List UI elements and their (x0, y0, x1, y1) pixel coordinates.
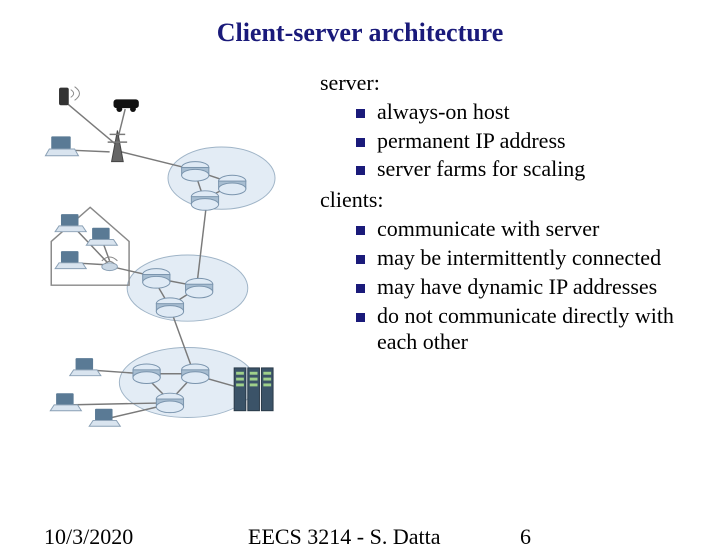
router-icon (182, 162, 209, 181)
server-bullets: always-on host permanent IP address serv… (320, 99, 692, 183)
bullet-square-icon (356, 313, 365, 322)
slide-title: Client-server architecture (28, 18, 692, 48)
section-heading-server: server: (320, 70, 692, 97)
network-diagram (28, 76, 308, 436)
diagram-column (28, 68, 308, 441)
bullet-square-icon (356, 284, 365, 293)
phone-icon (59, 88, 69, 106)
server-rack-icon (234, 368, 273, 411)
list-item: permanent IP address (356, 128, 692, 155)
footer-course: EECS 3214 - S. Datta (248, 524, 441, 550)
bullet-square-icon (356, 166, 365, 175)
list-item: communicate with server (356, 216, 692, 243)
footer-date: 10/3/2020 (44, 524, 133, 550)
bullet-square-icon (356, 226, 365, 235)
section-heading-clients: clients: (320, 187, 692, 214)
access-point-icon (102, 263, 118, 271)
car-icon (114, 99, 139, 112)
list-item: may be intermittently connected (356, 245, 692, 272)
text-column: server: always-on host permanent IP addr… (308, 68, 692, 441)
laptop-icon (45, 136, 78, 155)
client-bullets: communicate with server may be intermitt… (320, 216, 692, 356)
bullet-square-icon (356, 255, 365, 264)
bullet-square-icon (356, 138, 365, 147)
list-item: do not communicate directly with each ot… (356, 303, 692, 357)
slide-body: server: always-on host permanent IP addr… (28, 68, 692, 441)
footer-page-number: 6 (520, 524, 531, 550)
list-item: server farms for scaling (356, 156, 692, 183)
slide: Client-server architecture (0, 0, 720, 540)
bullet-square-icon (356, 109, 365, 118)
list-item: may have dynamic IP addresses (356, 274, 692, 301)
list-item: always-on host (356, 99, 692, 126)
cell-tower-icon (108, 130, 127, 161)
